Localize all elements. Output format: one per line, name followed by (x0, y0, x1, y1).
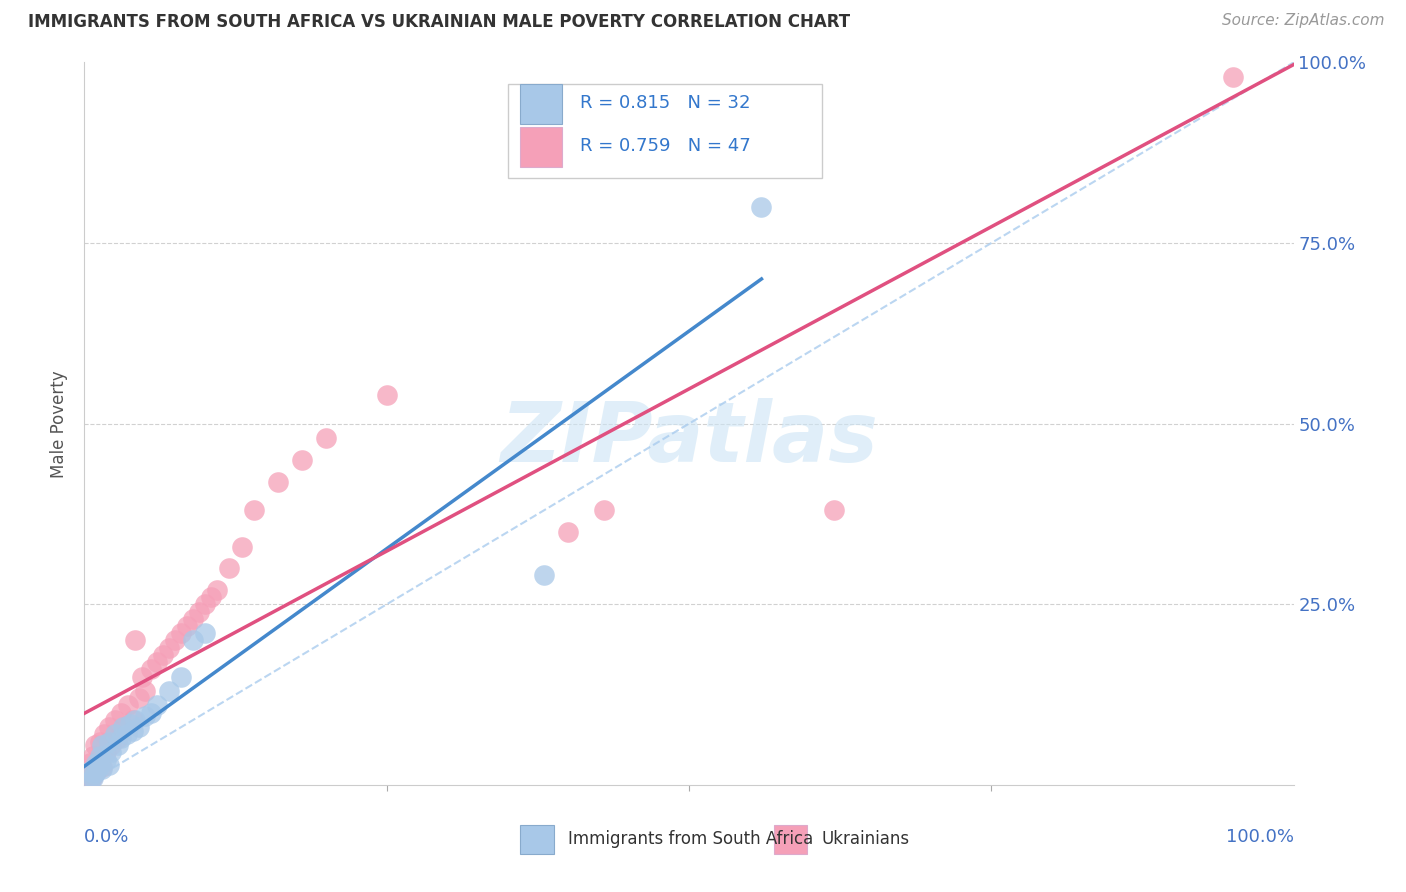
Point (94, 753, 117, 767)
FancyBboxPatch shape (520, 825, 554, 854)
Point (194, 598, 217, 612)
Point (267, 475, 290, 489)
FancyBboxPatch shape (508, 84, 823, 178)
Point (207, 582, 229, 597)
Point (200, 590, 222, 604)
Point (86, 764, 108, 778)
Point (97, 757, 120, 772)
Y-axis label: Male Poverty: Male Poverty (51, 370, 69, 477)
Point (165, 633, 187, 648)
Point (104, 727, 127, 741)
Point (120, 716, 142, 731)
Point (157, 640, 180, 655)
Text: Source: ZipAtlas.com: Source: ZipAtlas.com (1222, 13, 1385, 29)
Point (107, 738, 129, 752)
Point (93, 727, 115, 741)
Point (82, 771, 104, 785)
Point (97, 720, 120, 734)
Point (115, 727, 138, 741)
Point (242, 503, 264, 517)
Point (82, 749, 104, 764)
Point (91, 762, 114, 776)
Point (89, 734, 111, 748)
Point (823, 503, 845, 517)
Point (121, 713, 143, 727)
Point (104, 713, 127, 727)
Point (218, 561, 240, 575)
Point (181, 612, 204, 626)
Point (134, 684, 156, 698)
Text: Ukrainians: Ukrainians (823, 830, 910, 848)
Point (110, 706, 132, 720)
Point (117, 698, 139, 713)
FancyBboxPatch shape (520, 128, 562, 167)
Text: 100.0%: 100.0% (1226, 829, 1294, 847)
Point (1222, 70, 1244, 84)
Point (157, 684, 180, 698)
Point (176, 619, 198, 633)
Point (79, 774, 101, 789)
Text: 0.0%: 0.0% (84, 829, 129, 847)
Text: ZIPatlas: ZIPatlas (501, 398, 877, 479)
Text: Immigrants from South Africa: Immigrants from South Africa (568, 830, 813, 848)
Point (87, 753, 110, 767)
Point (87, 760, 110, 774)
Point (112, 720, 135, 734)
Point (94, 746, 117, 760)
Point (100, 738, 122, 752)
Point (188, 605, 211, 619)
Point (131, 669, 153, 683)
Point (80, 771, 103, 785)
Point (152, 648, 174, 662)
Point (83, 767, 105, 781)
Point (77, 774, 100, 789)
Point (91, 760, 114, 774)
FancyBboxPatch shape (773, 825, 807, 854)
Point (315, 431, 337, 445)
Point (181, 633, 204, 648)
Point (533, 568, 555, 582)
Point (146, 698, 169, 713)
FancyBboxPatch shape (520, 84, 562, 124)
Point (170, 626, 193, 640)
Point (124, 633, 146, 648)
Point (83, 767, 105, 781)
Point (134, 709, 156, 723)
Point (91, 738, 114, 752)
Point (146, 655, 169, 669)
Point (124, 713, 146, 727)
Point (112, 720, 135, 734)
Point (107, 731, 129, 745)
Text: R = 0.759   N = 47: R = 0.759 N = 47 (581, 137, 751, 155)
Point (593, 503, 616, 517)
Point (97, 734, 120, 748)
Point (170, 669, 193, 683)
Point (110, 731, 132, 745)
Point (128, 720, 150, 734)
Point (139, 662, 162, 676)
Point (86, 764, 108, 779)
Point (100, 746, 122, 760)
Point (121, 723, 143, 738)
Point (291, 452, 314, 467)
Point (79, 756, 101, 771)
Point (89, 749, 111, 764)
Point (86, 756, 108, 771)
Text: R = 0.815   N = 32: R = 0.815 N = 32 (581, 94, 751, 112)
Point (139, 706, 162, 720)
Point (194, 626, 217, 640)
Point (375, 388, 398, 402)
Point (557, 524, 579, 539)
Point (84, 738, 107, 752)
Point (751, 200, 773, 214)
Point (79, 764, 101, 778)
Point (128, 691, 150, 706)
Text: IMMIGRANTS FROM SOUTH AFRICA VS UKRAINIAN MALE POVERTY CORRELATION CHART: IMMIGRANTS FROM SOUTH AFRICA VS UKRAINIA… (28, 13, 851, 31)
Point (231, 540, 253, 554)
